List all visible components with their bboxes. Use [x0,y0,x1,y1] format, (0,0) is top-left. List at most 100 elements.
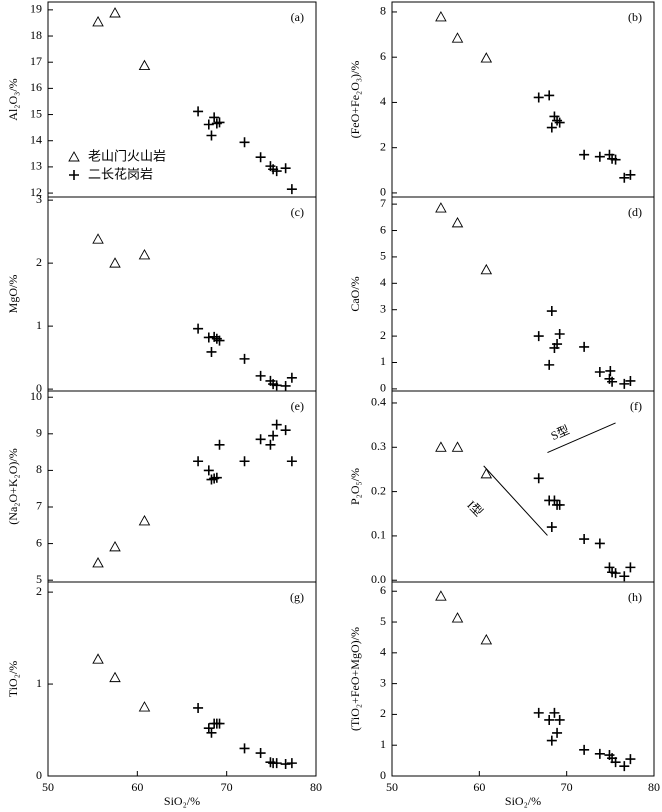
x-tick-label: 80 [310,780,322,794]
y-tick-label: 10 [30,389,42,403]
y-axis-label: CaO/% [348,276,362,311]
y-tick-label: 5 [36,572,42,586]
panel-label: (c) [291,205,304,219]
y-tick-label: 3 [380,675,386,689]
cross-marker [286,184,297,195]
triangle-marker [109,671,121,683]
legend-label: 二长花岗岩 [88,167,153,183]
cross-marker [544,359,555,370]
cross-marker [579,149,590,160]
x-axis-label: SiO₂/% [505,794,541,808]
triangle-marker [451,32,464,43]
cross-marker [554,499,565,510]
cross-marker [203,465,214,476]
cross-marker [604,562,615,573]
cross-marker [594,748,605,759]
y-tick-label: 13 [30,159,42,173]
cross-marker [214,117,225,128]
y-tick-label: 7 [36,499,42,513]
cross-marker [255,370,266,381]
x-tick-label: 70 [221,780,233,794]
triangle-marker [435,11,447,22]
x-tick-label: 60 [473,780,485,794]
triangle-marker [109,7,121,18]
y-tick-label: 9 [36,426,42,440]
y-tick-label: 0 [36,768,42,782]
y-tick-label: 6 [36,535,42,549]
triangle-marker [451,216,464,228]
y-tick-label: 5 [380,614,386,628]
triangle-marker [451,441,464,452]
cross-marker [625,562,636,573]
cross-marker [554,328,565,339]
cross-marker [214,335,225,346]
cross-marker [552,339,563,350]
x-tick-label: 50 [386,780,398,794]
cross-marker [203,723,214,734]
y-tick-label: 15 [30,106,42,120]
triangle-marker [480,263,493,275]
cross-marker [271,419,282,430]
cross-marker [619,172,630,183]
cross-marker [203,119,214,130]
triangle-marker [92,233,104,244]
x-tick-label: 70 [561,780,573,794]
plot-frame [391,581,655,777]
y-tick-label: 16 [30,80,42,94]
triangle-marker [92,15,104,27]
y-tick-label: 14 [30,132,42,146]
cross-marker [206,474,217,485]
y-axis-label: TiO₂/% [6,661,20,697]
cross-marker [549,495,560,506]
cross-marker [544,714,555,725]
cross-marker [265,439,276,450]
cross-marker [579,744,590,755]
y-axis-label: MgO/% [6,275,20,314]
y-tick-label: 2 [380,139,386,153]
y-tick-label: 18 [30,28,42,42]
cross-marker [280,163,291,174]
cross-marker [625,169,636,180]
y-tick-label: 1 [36,318,42,332]
cross-marker [255,152,266,163]
cross-marker [209,112,220,123]
annotation: I型 [464,498,485,519]
cross-marker [610,154,621,165]
y-tick-label: 2 [36,255,42,269]
cross-marker [544,90,555,101]
cross-marker [594,538,605,549]
cross-marker [255,748,266,759]
cross-marker [552,727,563,738]
y-tick-label: 2 [380,328,386,342]
cross-marker [280,759,291,770]
y-tick-label: 0.2 [371,483,386,497]
cross-marker [193,456,204,467]
triangle-marker [92,653,104,664]
cross-marker [286,758,297,769]
triangle-marker [435,202,447,213]
y-tick-label: 0.1 [371,528,386,542]
plot-frame [391,1,655,198]
cross-marker [255,434,266,445]
x-tick-label: 80 [648,780,660,794]
y-tick-label: 2 [36,584,42,598]
legend-marker [68,151,80,162]
panel-label: (a) [291,10,304,24]
boundary-line [483,465,548,536]
triangle-marker [480,633,493,645]
y-tick-label: 5 [380,249,386,263]
cross-marker [610,568,621,579]
y-tick-label: 8 [36,462,42,476]
y-tick-label: 12 [30,185,42,199]
y-tick-label: 6 [380,583,386,597]
y-tick-label: 0 [36,381,42,395]
triangle-marker [435,441,447,452]
cross-marker [239,353,250,364]
triangle-marker [138,249,151,260]
cross-marker [625,375,636,386]
plot-frame [47,196,317,392]
cross-marker [271,758,282,769]
cross-marker [549,707,560,718]
cross-marker [193,702,204,713]
